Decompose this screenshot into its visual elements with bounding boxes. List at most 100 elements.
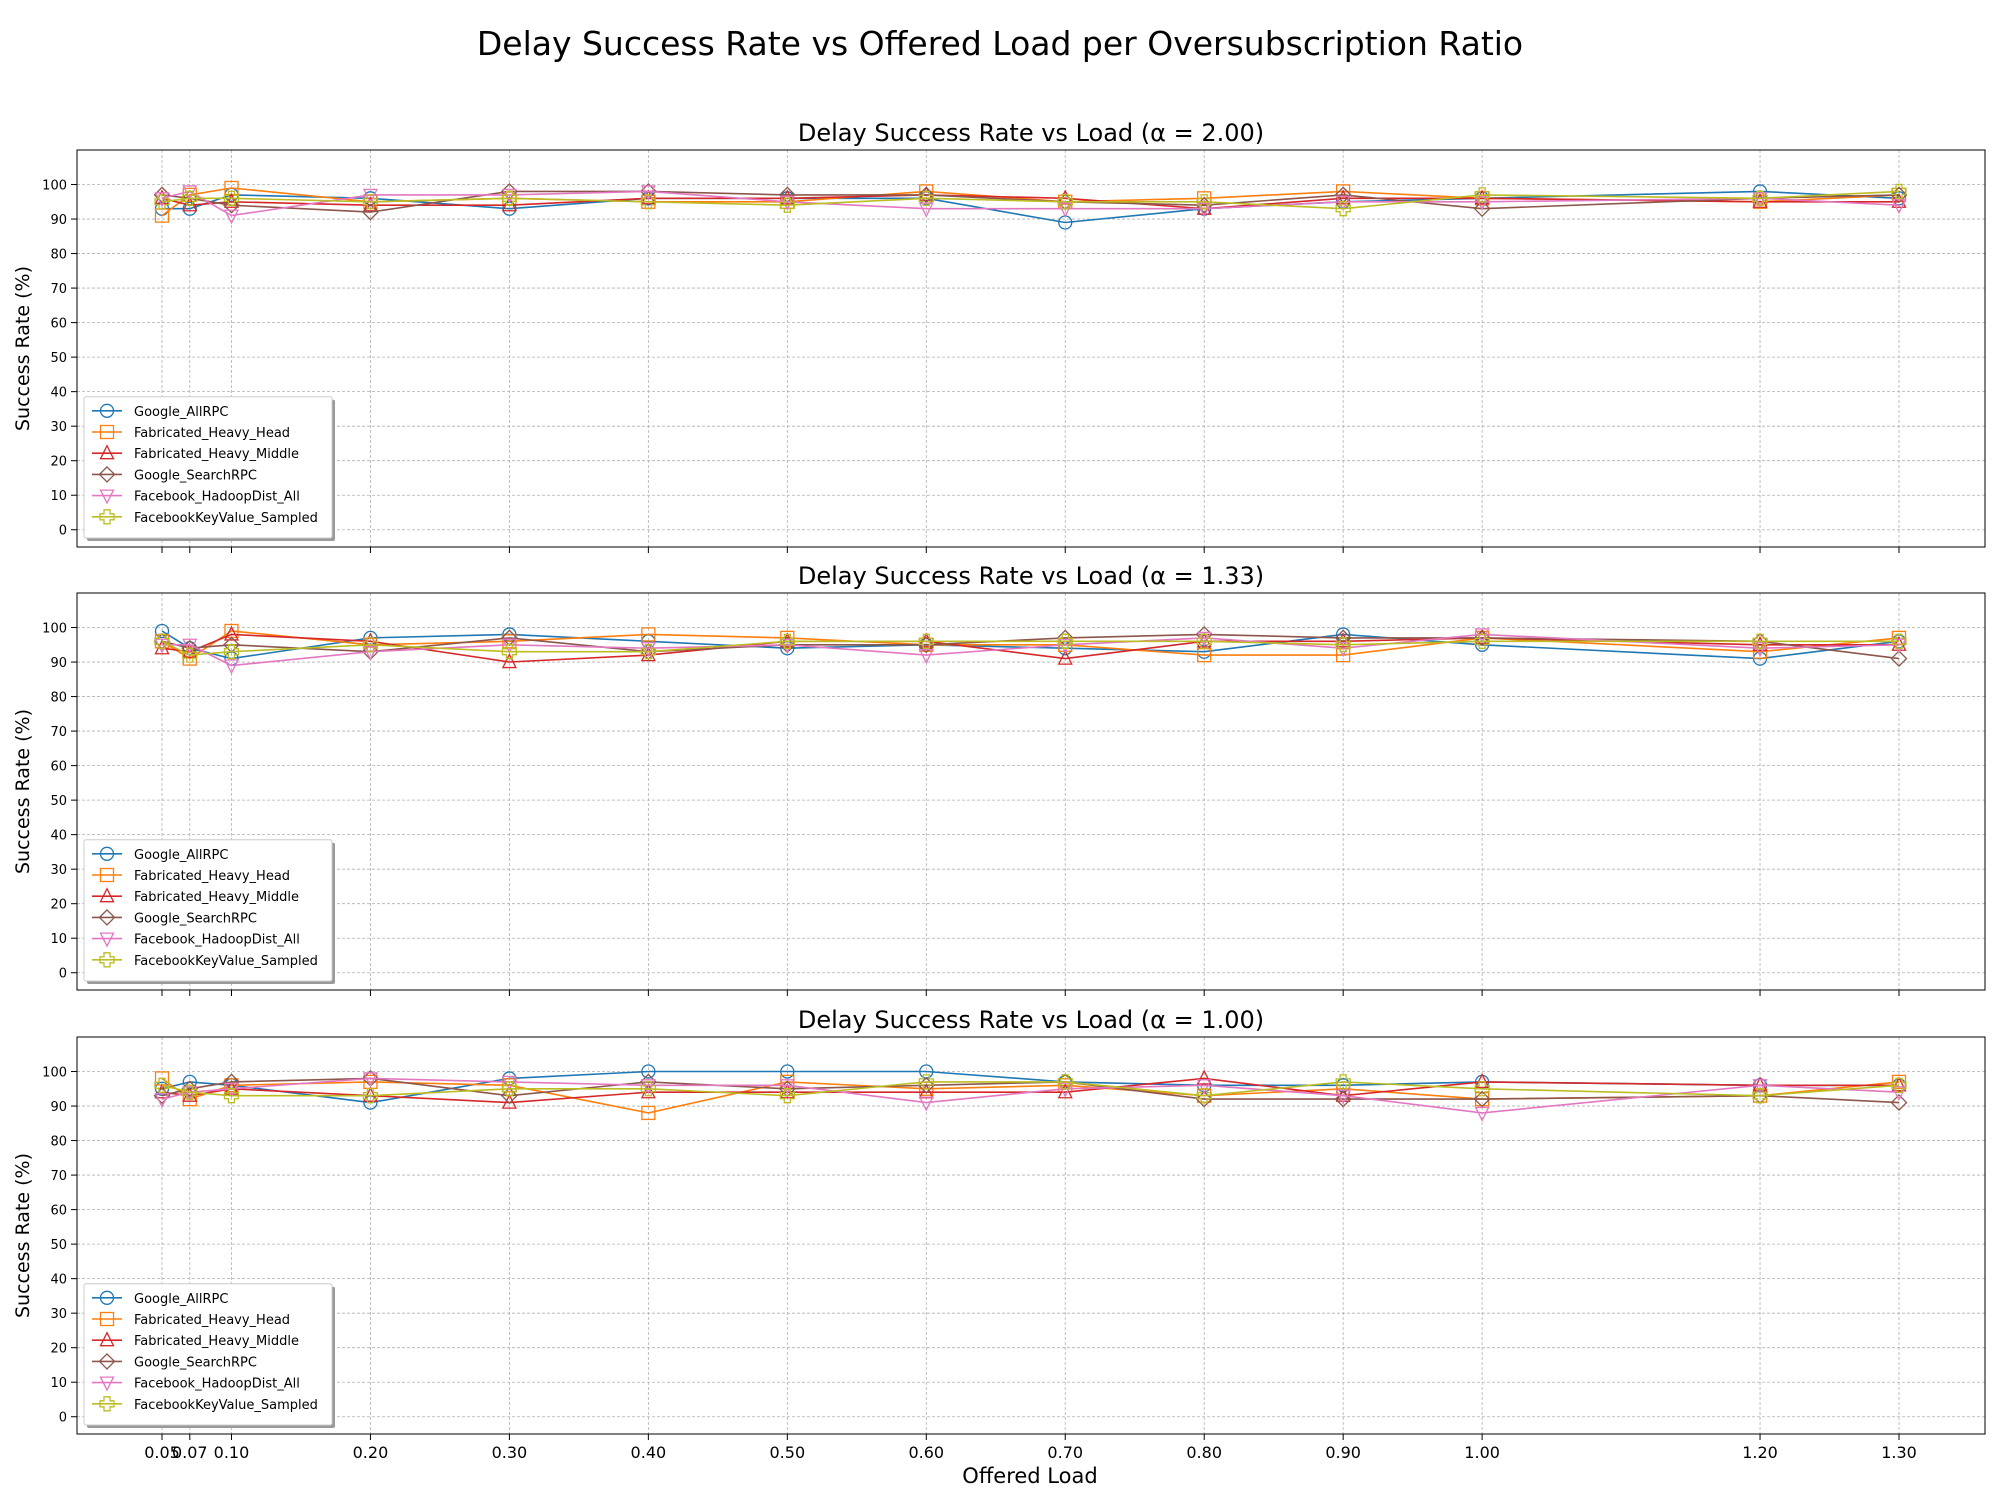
y-tick-label: 90	[50, 213, 67, 228]
y-tick-label: 20	[50, 898, 67, 913]
legend-label: Google_SearchRPC	[134, 1355, 257, 1370]
data-point	[362, 637, 379, 653]
data-point	[182, 201, 197, 216]
data-point	[154, 1077, 170, 1093]
data-point	[362, 645, 378, 661]
y-tick-label: 10	[50, 1376, 67, 1391]
data-point	[1474, 1081, 1490, 1097]
chart-panel-1: Delay Success Rate vs Load (α = 2.00) 0 10…	[12, 119, 1986, 553]
legend-box	[83, 839, 333, 982]
y-tick-label: 50	[50, 1238, 67, 1253]
data-point	[1057, 202, 1073, 218]
y-tick-label: 70	[50, 282, 67, 297]
data-point	[1057, 1082, 1073, 1098]
data-point	[1891, 1077, 1907, 1093]
data-point	[779, 197, 795, 213]
data-point	[779, 633, 795, 649]
legend: Google_AllRPC Fabricated_Heavy_Head Fabric…	[83, 1283, 335, 1428]
series-line	[161, 633, 1900, 660]
data-point	[641, 1064, 656, 1079]
chart-panel-2: Delay Success Rate vs Load (α = 1.33) 0 10…	[12, 562, 1986, 996]
x-tick-label: 0.05	[144, 1443, 180, 1462]
series-line	[161, 1077, 1900, 1114]
data-point	[154, 194, 170, 210]
data-point	[918, 1096, 934, 1112]
y-tick-label: 90	[50, 656, 67, 671]
data-point	[99, 1331, 115, 1347]
data-point	[99, 867, 115, 883]
data-point	[223, 209, 240, 225]
data-point	[501, 1081, 518, 1097]
data-point	[223, 1088, 240, 1104]
data-point	[1474, 1106, 1490, 1122]
data-point	[1891, 633, 1907, 649]
series-Google_SearchRPC	[153, 1070, 1908, 1112]
y-axis-label: Success Rate (%)	[12, 266, 34, 431]
legend-label: Fabricated_Heavy_Middle	[134, 1334, 299, 1349]
y-tick-label: 80	[50, 691, 67, 706]
series-line	[161, 194, 1899, 210]
legend-label: Fabricated_Heavy_Middle	[134, 890, 299, 905]
data-point	[1196, 1069, 1212, 1085]
data-point	[918, 190, 934, 206]
legend-label: Fabricated_Heavy_Head	[134, 1313, 290, 1328]
data-point	[502, 634, 517, 649]
data-point	[99, 509, 115, 525]
data-point	[1474, 1072, 1490, 1089]
data-point	[1752, 1076, 1768, 1092]
data-point	[223, 196, 240, 214]
y-tick-label: 60	[50, 760, 67, 775]
legend-label: Fabricated_Heavy_Head	[134, 869, 290, 884]
x-tick-label: 0.07	[172, 1443, 208, 1462]
legend-label: Fabricated_Heavy_Middle	[134, 447, 299, 462]
data-point	[1057, 1074, 1073, 1090]
data-point	[98, 465, 116, 483]
data-point	[99, 952, 115, 968]
data-point	[98, 1352, 116, 1370]
data-point	[917, 186, 935, 204]
data-point	[1474, 633, 1490, 649]
data-point	[1335, 637, 1351, 653]
y-tick-label: 100	[42, 622, 67, 637]
series-FacebookKeyValue_Sampled	[154, 183, 1907, 217]
series-line	[161, 1077, 1900, 1104]
data-point	[182, 638, 198, 654]
data-point	[640, 1081, 657, 1097]
y-tick-label: 20	[50, 1342, 67, 1357]
data-point	[1752, 633, 1768, 649]
series-Fabricated_Heavy_Head	[154, 623, 1907, 666]
legend-box	[83, 1283, 333, 1426]
data-point	[641, 1105, 656, 1121]
data-point	[501, 644, 518, 660]
data-point	[1752, 1088, 1768, 1104]
legend-box	[83, 396, 333, 539]
chart-panel-3: Delay Success Rate vs Load (α = 1.00) 0 10…	[12, 1006, 1986, 1462]
data-point	[918, 648, 934, 665]
data-point	[1057, 633, 1073, 649]
data-point	[99, 403, 115, 418]
data-point	[501, 1093, 517, 1109]
data-point	[641, 627, 656, 642]
legend-label: FacebookKeyValue_Sampled	[134, 1398, 318, 1413]
data-point	[362, 1086, 378, 1102]
data-point	[1195, 1090, 1213, 1108]
y-tick-label: 0	[59, 524, 67, 539]
data-point	[362, 1072, 378, 1088]
x-tick-label: 0.30	[492, 1443, 528, 1462]
y-tick-label: 50	[50, 351, 67, 366]
data-point	[1473, 200, 1491, 218]
series-line	[161, 633, 1899, 663]
x-tick-label: 1.30	[1881, 1443, 1917, 1462]
series-line	[161, 1077, 1899, 1104]
y-tick-label: 50	[50, 794, 67, 809]
legend-label: FacebookKeyValue_Sampled	[134, 511, 318, 526]
plot-frame	[76, 592, 1986, 991]
y-tick-label: 100	[42, 179, 67, 194]
data-point	[362, 1088, 379, 1104]
data-point	[1196, 1088, 1212, 1104]
series-line	[162, 633, 1900, 667]
y-tick-label: 100	[42, 1066, 67, 1081]
data-point	[1474, 195, 1490, 211]
figure-title: Delay Success Rate vs Offered Load per O…	[477, 24, 1523, 63]
